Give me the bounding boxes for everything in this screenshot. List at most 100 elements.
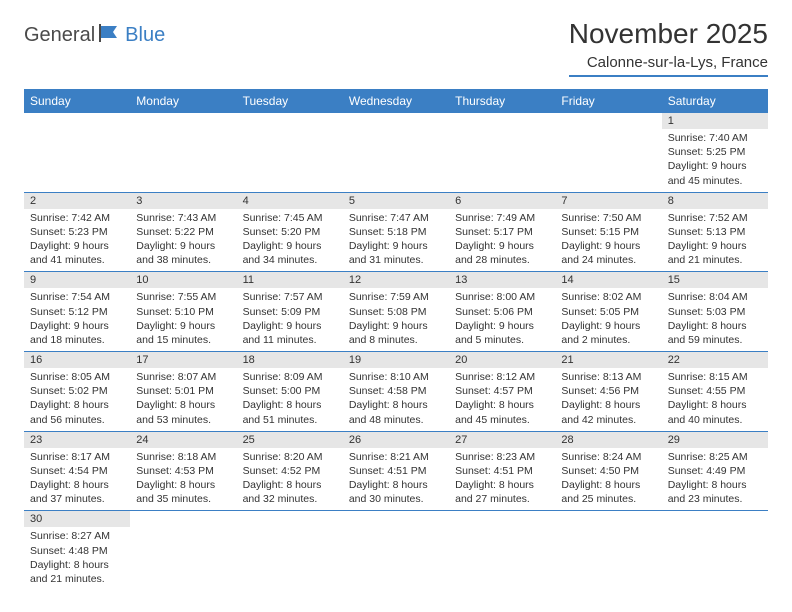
day-data: Sunrise: 7:49 AMSunset: 5:17 PMDaylight:… (449, 209, 555, 272)
day-data-line: Daylight: 9 hours (136, 239, 230, 253)
day-data-line: Sunrise: 7:42 AM (30, 211, 124, 225)
day-number: 6 (449, 193, 555, 209)
day-data: Sunrise: 7:47 AMSunset: 5:18 PMDaylight:… (343, 209, 449, 272)
day-number: 21 (555, 352, 661, 368)
day-data-line: and 34 minutes. (243, 253, 337, 267)
day-data-line: and 18 minutes. (30, 333, 124, 347)
day-data-line: Daylight: 8 hours (30, 398, 124, 412)
calendar-row: 9Sunrise: 7:54 AMSunset: 5:12 PMDaylight… (24, 272, 768, 352)
calendar-cell (130, 511, 236, 590)
calendar-row: 2Sunrise: 7:42 AMSunset: 5:23 PMDaylight… (24, 192, 768, 272)
calendar-cell: 5Sunrise: 7:47 AMSunset: 5:18 PMDaylight… (343, 192, 449, 272)
day-number: 26 (343, 432, 449, 448)
day-data-line: Sunrise: 7:50 AM (561, 211, 655, 225)
day-data-line: Daylight: 8 hours (455, 478, 549, 492)
day-data-line: Daylight: 8 hours (30, 558, 124, 572)
day-data-line: Sunset: 4:58 PM (349, 384, 443, 398)
day-data-line: Daylight: 8 hours (30, 478, 124, 492)
day-number: 18 (237, 352, 343, 368)
day-data-line: and 59 minutes. (668, 333, 762, 347)
day-data-line: Sunset: 5:09 PM (243, 305, 337, 319)
day-header: Tuesday (237, 89, 343, 113)
calendar-cell: 19Sunrise: 8:10 AMSunset: 4:58 PMDayligh… (343, 352, 449, 432)
day-data: Sunrise: 7:52 AMSunset: 5:13 PMDaylight:… (662, 209, 768, 272)
day-data-line: Sunset: 5:10 PM (136, 305, 230, 319)
header: General Blue November 2025 Calonne-sur-l… (24, 18, 768, 77)
day-data-line: Sunrise: 8:04 AM (668, 290, 762, 304)
day-data: Sunrise: 7:55 AMSunset: 5:10 PMDaylight:… (130, 288, 236, 351)
day-data-line: and 21 minutes. (30, 572, 124, 586)
day-data-line: and 25 minutes. (561, 492, 655, 506)
calendar-cell: 14Sunrise: 8:02 AMSunset: 5:05 PMDayligh… (555, 272, 661, 352)
calendar-cell: 24Sunrise: 8:18 AMSunset: 4:53 PMDayligh… (130, 431, 236, 511)
day-data: Sunrise: 8:09 AMSunset: 5:00 PMDaylight:… (237, 368, 343, 431)
calendar-cell: 29Sunrise: 8:25 AMSunset: 4:49 PMDayligh… (662, 431, 768, 511)
calendar-row: 16Sunrise: 8:05 AMSunset: 5:02 PMDayligh… (24, 352, 768, 432)
day-data-line: and 28 minutes. (455, 253, 549, 267)
day-data-line: and 21 minutes. (668, 253, 762, 267)
day-data: Sunrise: 7:43 AMSunset: 5:22 PMDaylight:… (130, 209, 236, 272)
day-data-line: Sunset: 5:17 PM (455, 225, 549, 239)
day-data-line: Sunset: 5:15 PM (561, 225, 655, 239)
day-data-line: Daylight: 8 hours (349, 398, 443, 412)
day-data-line: and 35 minutes. (136, 492, 230, 506)
day-data-line: Sunrise: 8:02 AM (561, 290, 655, 304)
day-data-line: Daylight: 9 hours (30, 319, 124, 333)
day-number: 11 (237, 272, 343, 288)
day-data-line: Sunrise: 7:59 AM (349, 290, 443, 304)
day-data-line: Sunset: 4:50 PM (561, 464, 655, 478)
day-data-line: Sunset: 4:55 PM (668, 384, 762, 398)
day-data-line: Sunrise: 8:24 AM (561, 450, 655, 464)
day-data-line: Sunrise: 8:17 AM (30, 450, 124, 464)
day-data-line: Daylight: 8 hours (455, 398, 549, 412)
day-number: 14 (555, 272, 661, 288)
calendar-table: Sunday Monday Tuesday Wednesday Thursday… (24, 89, 768, 590)
day-number: 24 (130, 432, 236, 448)
day-data-line: Sunrise: 8:27 AM (30, 529, 124, 543)
day-data: Sunrise: 8:15 AMSunset: 4:55 PMDaylight:… (662, 368, 768, 431)
day-data-line: Sunset: 5:25 PM (668, 145, 762, 159)
calendar-cell (237, 511, 343, 590)
day-header: Wednesday (343, 89, 449, 113)
day-data-line: Sunset: 5:01 PM (136, 384, 230, 398)
location: Calonne-sur-la-Lys, France (569, 54, 768, 77)
day-data-line: Sunrise: 7:47 AM (349, 211, 443, 225)
calendar-cell: 23Sunrise: 8:17 AMSunset: 4:54 PMDayligh… (24, 431, 130, 511)
day-data: Sunrise: 7:50 AMSunset: 5:15 PMDaylight:… (555, 209, 661, 272)
logo: General Blue (24, 18, 165, 47)
day-data-line: Daylight: 9 hours (243, 319, 337, 333)
logo-text-blue: Blue (125, 24, 165, 47)
day-data: Sunrise: 8:20 AMSunset: 4:52 PMDaylight:… (237, 448, 343, 511)
logo-flag-icon (99, 24, 121, 47)
calendar-cell: 3Sunrise: 7:43 AMSunset: 5:22 PMDaylight… (130, 192, 236, 272)
day-data: Sunrise: 8:21 AMSunset: 4:51 PMDaylight:… (343, 448, 449, 511)
day-data: Sunrise: 8:18 AMSunset: 4:53 PMDaylight:… (130, 448, 236, 511)
day-data-line: Sunrise: 8:20 AM (243, 450, 337, 464)
day-number: 28 (555, 432, 661, 448)
day-data: Sunrise: 8:25 AMSunset: 4:49 PMDaylight:… (662, 448, 768, 511)
day-data-line: Daylight: 8 hours (668, 319, 762, 333)
day-data-line: Sunset: 5:23 PM (30, 225, 124, 239)
day-number: 8 (662, 193, 768, 209)
day-data-line: Sunset: 5:03 PM (668, 305, 762, 319)
day-data-line: Sunrise: 8:21 AM (349, 450, 443, 464)
day-number: 19 (343, 352, 449, 368)
day-data-line: Sunset: 4:53 PM (136, 464, 230, 478)
day-data-line: Daylight: 8 hours (561, 478, 655, 492)
calendar-cell: 18Sunrise: 8:09 AMSunset: 5:00 PMDayligh… (237, 352, 343, 432)
day-data-line: Daylight: 9 hours (243, 239, 337, 253)
day-number: 23 (24, 432, 130, 448)
day-data-line: and 30 minutes. (349, 492, 443, 506)
day-data-line: Sunset: 4:49 PM (668, 464, 762, 478)
calendar-cell: 27Sunrise: 8:23 AMSunset: 4:51 PMDayligh… (449, 431, 555, 511)
day-data-line: Sunrise: 8:09 AM (243, 370, 337, 384)
day-data-line: and 37 minutes. (30, 492, 124, 506)
day-data-line: and 48 minutes. (349, 413, 443, 427)
day-header: Saturday (662, 89, 768, 113)
day-data: Sunrise: 8:27 AMSunset: 4:48 PMDaylight:… (24, 527, 130, 590)
day-data-line: Sunrise: 7:57 AM (243, 290, 337, 304)
calendar-cell: 12Sunrise: 7:59 AMSunset: 5:08 PMDayligh… (343, 272, 449, 352)
calendar-cell: 21Sunrise: 8:13 AMSunset: 4:56 PMDayligh… (555, 352, 661, 432)
day-header: Sunday (24, 89, 130, 113)
calendar-cell: 16Sunrise: 8:05 AMSunset: 5:02 PMDayligh… (24, 352, 130, 432)
